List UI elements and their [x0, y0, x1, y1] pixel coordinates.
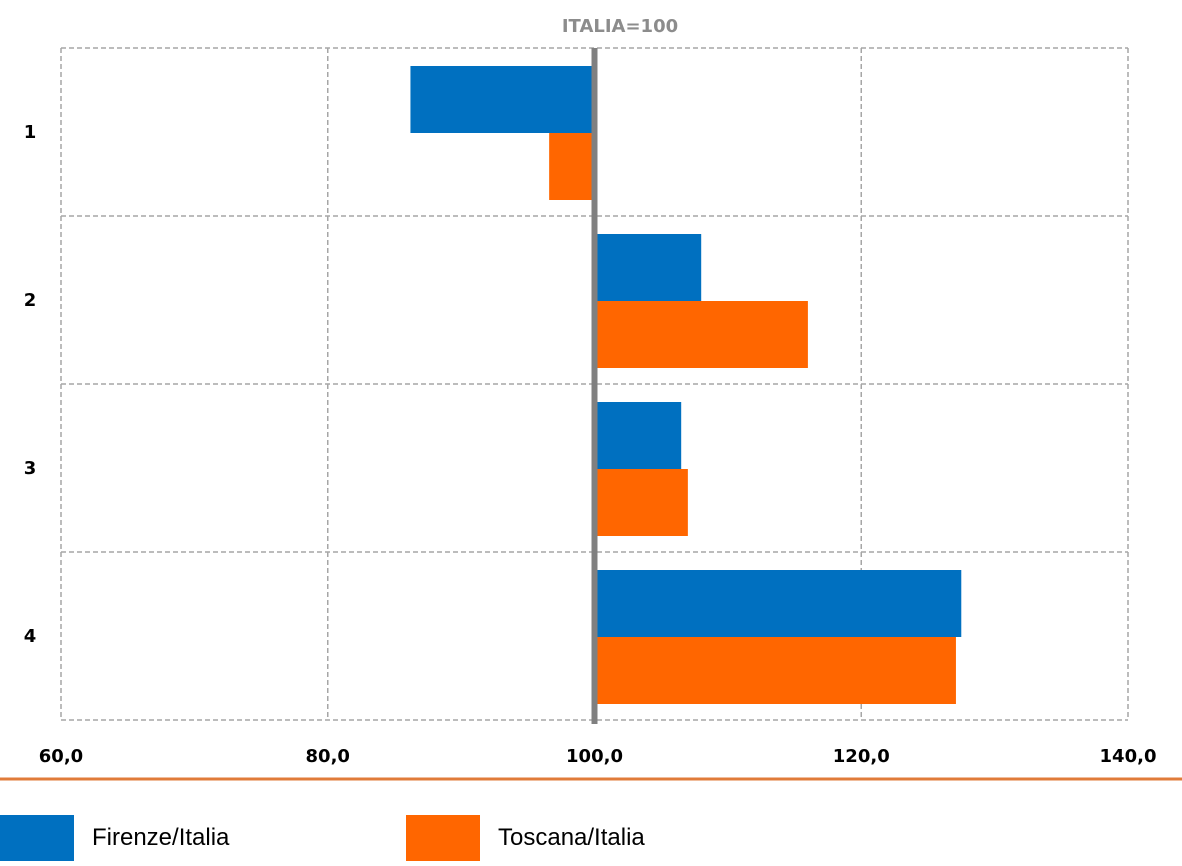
x-tick-label: 120,0 — [833, 746, 890, 767]
legend-item-toscana: Toscana/Italia — [406, 810, 645, 866]
bar-toscana-4 — [594, 637, 956, 704]
bar-chart: ITALIA=100 1 2 3 4 60,0 80,0 100,0 120,0 140,0 — [0, 16, 1182, 781]
x-tick-label: 80,0 — [306, 746, 350, 767]
category-labels: 1 2 3 4 — [24, 122, 37, 647]
bar-firenze-1 — [410, 66, 595, 133]
legend-label-toscana: Toscana/Italia — [498, 824, 645, 851]
category-label: 4 — [24, 626, 37, 647]
bar-toscana-3 — [594, 469, 688, 536]
bar-firenze-3 — [594, 402, 682, 469]
legend-swatch-firenze — [0, 815, 74, 861]
bar-firenze-4 — [594, 570, 962, 637]
bar-toscana-1 — [549, 133, 595, 200]
category-label: 2 — [24, 290, 37, 311]
x-tick-labels: 60,0 80,0 100,0 120,0 140,0 — [39, 746, 1157, 767]
legend-label-firenze: Firenze/Italia — [92, 824, 230, 851]
bar-firenze-2 — [594, 234, 702, 301]
x-tick-label: 100,0 — [566, 746, 623, 767]
legend-item-firenze: Firenze/Italia — [0, 810, 229, 866]
legend: Firenze/Italia Toscana/Italia — [0, 810, 1182, 866]
bars — [410, 66, 962, 704]
category-label: 3 — [24, 458, 37, 479]
category-label: 1 — [24, 122, 37, 143]
x-tick-label: 60,0 — [39, 746, 83, 767]
legend-swatch-toscana — [406, 815, 480, 861]
x-tick-label: 140,0 — [1100, 746, 1157, 767]
chart-title: ITALIA=100 — [562, 16, 678, 37]
bar-toscana-2 — [594, 301, 808, 368]
